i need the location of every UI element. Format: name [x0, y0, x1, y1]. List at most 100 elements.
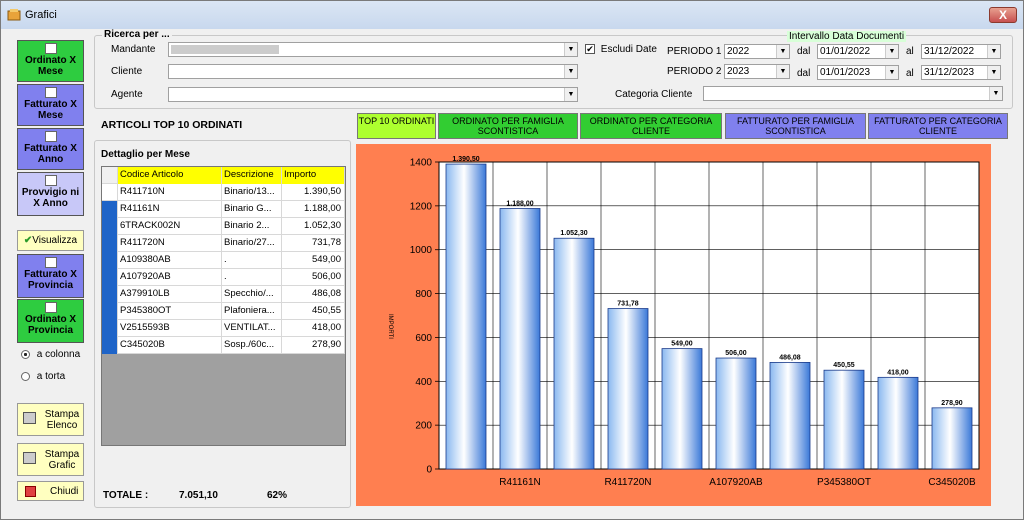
row-selector[interactable]	[102, 269, 118, 286]
cell-descrizione: Binario 2...	[222, 218, 282, 235]
p2-dal-date[interactable]: 01/01/2023 ▼	[817, 65, 899, 80]
table-row[interactable]: 6TRACK002N Binario 2... 1.052,30	[102, 218, 345, 235]
row-selector[interactable]	[102, 235, 118, 252]
bar[interactable]	[607, 308, 649, 470]
row-selector[interactable]	[102, 218, 118, 235]
categoria-select[interactable]: ▼	[703, 86, 1003, 101]
stampa-grafic-button[interactable]: Stampa Grafic	[17, 443, 84, 476]
dal-label: dal	[797, 68, 811, 79]
chevron-down-icon: ▼	[987, 45, 1000, 58]
table-row[interactable]: A107920AB. 506,00	[102, 269, 345, 286]
ordinato-provincia-button[interactable]: Ordinato X Provincia	[17, 299, 84, 343]
bar[interactable]	[877, 376, 919, 470]
bar[interactable]	[715, 357, 757, 470]
bar[interactable]	[661, 348, 703, 470]
y-tick-label: 600	[415, 333, 432, 344]
table-row[interactable]: P345380OT Plafoniera... 450,55	[102, 303, 345, 320]
cell-descrizione: Binario/13...	[222, 184, 282, 201]
table-row[interactable]: R411710N Binario/13... 1.390,50	[102, 184, 345, 201]
ordinato-provincia-label: Ordinato X Provincia	[24, 314, 77, 336]
row-selector[interactable]	[102, 303, 118, 320]
tab-ordinato-famiglia[interactable]: ORDINATO PER FAMIGLIA SCONTISTICA	[438, 113, 578, 139]
bar[interactable]	[769, 362, 811, 470]
cell-descrizione: Sosp./60c...	[222, 337, 282, 354]
table-row[interactable]: R41161N Binario G... 1.188,00	[102, 201, 345, 218]
col-codice-header[interactable]: Codice Articolo	[118, 167, 222, 184]
tab-top10[interactable]: TOP 10 ORDINATI	[357, 113, 436, 139]
printer-icon	[23, 452, 36, 464]
close-button[interactable]: X	[989, 7, 1017, 23]
fatturato-provincia-button[interactable]: Fatturato X Provincia	[17, 254, 84, 298]
cell-codice: A107920AB	[118, 269, 222, 286]
chiudi-button[interactable]: Chiudi	[17, 481, 84, 501]
visualizza-label: Visualizza	[32, 235, 78, 246]
mandante-select[interactable]: ▼	[168, 42, 578, 57]
row-selector[interactable]	[102, 337, 118, 354]
escludi-date-checkbox[interactable]: ✔ Escludi Date	[585, 44, 657, 55]
visualizza-button[interactable]: ✔Visualizza	[17, 230, 84, 251]
cell-importo: 486,08	[282, 286, 345, 303]
row-selector[interactable]	[102, 201, 118, 218]
tab-ordinato-categoria[interactable]: ORDINATO PER CATEGORIA CLIENTE	[580, 113, 722, 139]
table-row[interactable]: A109380AB. 549,00	[102, 252, 345, 269]
row-selector[interactable]	[102, 252, 118, 269]
bar[interactable]	[931, 407, 973, 470]
fatturato-anno-button[interactable]: Fatturato X Anno	[17, 128, 84, 170]
bar-value-label: 486,08	[779, 354, 801, 361]
agente-label: Agente	[111, 89, 143, 100]
cell-importo: 549,00	[282, 252, 345, 269]
document-icon	[45, 302, 57, 313]
cell-descrizione: Plafoniera...	[222, 303, 282, 320]
stampa-elenco-button[interactable]: Stampa Elenco	[17, 403, 84, 436]
categoria-label: Categoria Cliente	[615, 89, 693, 100]
periodo2-year-select[interactable]: 2023 ▼	[724, 64, 790, 79]
tab-fatturato-famiglia[interactable]: FATTURATO PER FAMIGLIA SCONTISTICA	[725, 113, 866, 139]
radio-selected-icon	[21, 349, 30, 359]
row-selector[interactable]	[102, 320, 118, 337]
chevron-down-icon: ▼	[564, 43, 577, 56]
fatturato-mese-button[interactable]: Fatturato X Mese	[17, 84, 84, 126]
x-tick-label: P345380OT	[817, 477, 871, 488]
tab-fatturato-categoria[interactable]: FATTURATO PER CATEGORIA CLIENTE	[868, 113, 1008, 139]
chevron-down-icon: ▼	[885, 45, 898, 58]
radio-torta[interactable]: a torta	[21, 371, 65, 382]
ordinato-mese-button[interactable]: Ordinato X Mese	[17, 40, 84, 82]
row-selector[interactable]	[102, 184, 118, 201]
row-selector[interactable]	[102, 286, 118, 303]
al-label: al	[906, 68, 914, 79]
cell-importo: 1.052,30	[282, 218, 345, 235]
cliente-label: Cliente	[111, 66, 143, 77]
cell-codice: R41161N	[118, 201, 222, 218]
bar[interactable]	[445, 163, 487, 470]
cliente-select[interactable]: ▼	[168, 64, 578, 79]
chevron-down-icon: ▼	[989, 87, 1002, 100]
x-tick-label: C345020B	[928, 477, 976, 488]
p1-dal-date[interactable]: 01/01/2022 ▼	[817, 44, 899, 59]
bar[interactable]	[499, 208, 541, 470]
bar-value-label: 1.052,30	[560, 230, 587, 237]
document-icon	[45, 257, 57, 268]
col-importo-header[interactable]: Importo	[282, 167, 345, 184]
al-label: al	[906, 46, 914, 57]
provvigioni-anno-button[interactable]: Provvigio ni X Anno	[17, 172, 84, 216]
header-corner	[102, 167, 118, 184]
p1-al-date[interactable]: 31/12/2022 ▼	[921, 44, 1001, 59]
table-row[interactable]: A379910LB Specchio/... 486,08	[102, 286, 345, 303]
bar[interactable]	[823, 369, 865, 470]
table-row[interactable]: C345020B Sosp./60c... 278,90	[102, 337, 345, 354]
cell-codice: 6TRACK002N	[118, 218, 222, 235]
periodo1-year-select[interactable]: 2022 ▼	[724, 44, 790, 59]
bar-value-label: 549,00	[671, 341, 693, 348]
table-row[interactable]: V2515593B VENTILAT... 418,00	[102, 320, 345, 337]
cell-codice: A379910LB	[118, 286, 222, 303]
stampa-grafic-label: Stampa Grafic	[44, 449, 80, 471]
p2-al-date[interactable]: 31/12/2023 ▼	[921, 65, 1001, 80]
bar[interactable]	[553, 237, 595, 470]
radio-colonna[interactable]: a colonna	[21, 349, 80, 360]
bar-value-label: 418,00	[887, 369, 909, 376]
col-descrizione-header[interactable]: Descrizione	[222, 167, 282, 184]
x-tick-label: R41161N	[499, 477, 541, 488]
agente-select[interactable]: ▼	[168, 87, 578, 102]
table-row[interactable]: R411720N Binario/27... 731,78	[102, 235, 345, 252]
